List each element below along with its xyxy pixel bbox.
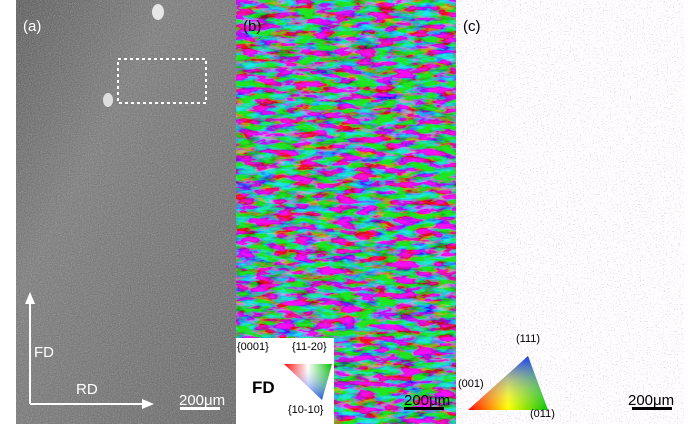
ebsd-ipf-map-panel: (b) {0001} {11-20} FD {10-10} 200μm <box>236 0 456 424</box>
key-corner-0001: {0001} <box>237 341 269 353</box>
key-corner-11-20: {11-20} <box>292 341 327 353</box>
orientation-map-panel: (c) (111) (001) (011) 200μm <box>456 0 684 424</box>
key-corner-011: (011) <box>530 408 555 420</box>
scale-bar <box>632 407 672 410</box>
panel-c-tag: (c) <box>463 18 481 35</box>
sem-micrograph-panel: (a) FD RD 200μm <box>16 0 236 424</box>
key-corner-111: (111) <box>516 333 541 345</box>
ipf-map-texture <box>236 0 456 424</box>
key-direction-label: FD <box>252 378 275 397</box>
sem-texture <box>16 0 236 424</box>
scale-label: 200μm <box>404 392 451 409</box>
scale-bar <box>180 407 220 410</box>
orientation-map-texture <box>456 0 684 424</box>
fd-axis-label: FD <box>34 344 54 361</box>
scale-label: 200μm <box>628 392 675 409</box>
key-corner-001: (001) <box>458 378 484 390</box>
scale-bar <box>404 407 444 410</box>
key-corner-10-10: {10-10} <box>288 404 324 416</box>
scale-label: 200μm <box>179 392 226 409</box>
panel-a-tag: (a) <box>23 18 42 35</box>
selection-box <box>117 58 207 104</box>
panel-b-tag: (b) <box>243 18 262 35</box>
rd-axis-label: RD <box>76 381 98 398</box>
